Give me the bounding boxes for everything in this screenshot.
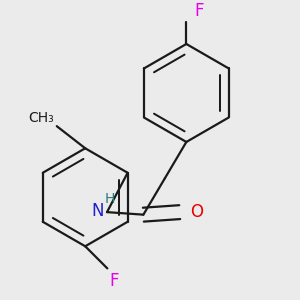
Text: F: F	[109, 272, 118, 290]
Text: O: O	[190, 203, 203, 221]
Text: N: N	[92, 202, 104, 220]
Text: CH₃: CH₃	[28, 111, 54, 124]
Text: F: F	[194, 2, 204, 20]
Text: H: H	[104, 192, 115, 206]
